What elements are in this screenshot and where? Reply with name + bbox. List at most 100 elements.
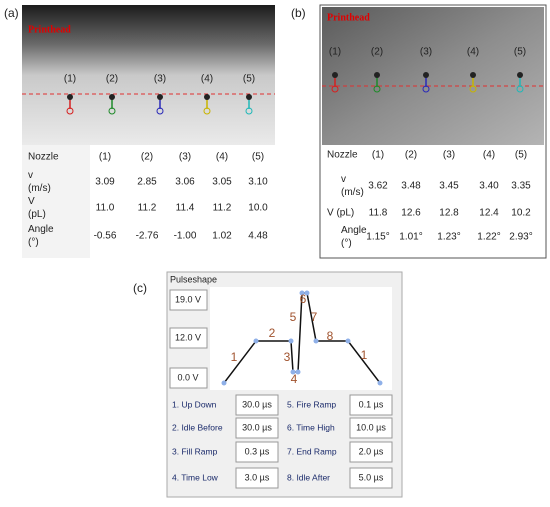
nozzle-label: (3): [420, 47, 432, 58]
parameter-name: 3. Fill Ramp: [172, 446, 218, 456]
table-cell: 11.2: [138, 203, 157, 214]
droplet-ring: [516, 85, 524, 93]
parameter-box: [235, 441, 279, 463]
nozzle-label: (5): [243, 74, 255, 85]
table-cell: 11.4: [176, 203, 195, 214]
voltage-box: [169, 327, 208, 349]
table-cell: -0.56: [94, 231, 117, 242]
droplet: [517, 72, 523, 78]
table-header: (4): [483, 150, 495, 161]
table-header: (5): [252, 152, 264, 163]
parameter-name: 5. Fire Ramp: [287, 399, 336, 409]
panel-label: (b): [291, 6, 306, 20]
waveform-node: [377, 380, 383, 386]
table-header: (2): [405, 150, 417, 161]
droplet: [332, 72, 338, 78]
photo-label: Printhead: [327, 12, 370, 23]
parameter-value: 10.0 µs: [356, 422, 386, 432]
table-cell: 3.45: [439, 181, 459, 192]
table-header: (4): [216, 152, 228, 163]
droplet-ring: [156, 107, 164, 115]
waveform-node: [313, 338, 319, 344]
segment-label: 2: [269, 326, 276, 340]
row-label: Angle: [28, 224, 54, 235]
voltage-box: [169, 367, 208, 389]
table-cell: 1.02: [212, 231, 232, 242]
table-cell: 12.8: [439, 208, 459, 219]
waveform-node: [304, 290, 310, 296]
table-header: Nozzle: [327, 150, 358, 161]
waveform: [223, 292, 381, 384]
droplet: [67, 94, 73, 100]
droplet-ring: [469, 85, 477, 93]
row-label: (pL): [28, 209, 46, 220]
row-label: Angle: [341, 225, 367, 236]
parameter-value: 30.0 µs: [242, 422, 272, 432]
droplet-ring: [66, 107, 74, 115]
table-cell: 1.22°: [477, 232, 500, 243]
nozzle-label: (2): [371, 47, 383, 58]
nozzle-label: (3): [154, 74, 166, 85]
table-cell: -2.76: [136, 231, 159, 242]
table-cell: 3.48: [401, 181, 421, 192]
droplet-ring: [331, 85, 339, 93]
table-cell: 11.0: [96, 203, 115, 214]
droplet-ring: [108, 107, 116, 115]
waveform-node: [299, 290, 305, 296]
panel-label: (c): [133, 281, 147, 295]
waveform-node: [288, 338, 294, 344]
table-header: (5): [515, 150, 527, 161]
parameter-box: [235, 467, 279, 489]
table-cell: 3.05: [212, 177, 232, 188]
droplet: [423, 72, 429, 78]
photo-b: [322, 7, 544, 145]
parameter-name: 1. Up Down: [172, 399, 217, 409]
row-label: (m/s): [341, 187, 364, 198]
voltage-box: [169, 289, 208, 311]
parameter-name: 8. Idle After: [287, 472, 330, 482]
segment-label: 5: [290, 310, 297, 324]
table-cell: 4.48: [248, 231, 268, 242]
parameter-value: 5.0 µs: [359, 472, 384, 482]
droplet: [374, 72, 380, 78]
parameter-box: [235, 394, 279, 416]
window-title: Pulseshape: [170, 274, 217, 284]
droplet-ring: [422, 85, 430, 93]
parameter-name: 7. End Ramp: [287, 446, 337, 456]
table-cell: 11.8: [369, 208, 388, 219]
table-cell: 11.2: [213, 203, 232, 214]
parameter-name: 4. Time Low: [172, 472, 219, 482]
droplet-ring: [245, 107, 253, 115]
voltage: 12.0 V: [175, 332, 201, 342]
segment-label: 1: [231, 350, 238, 364]
nozzle-label: (1): [329, 47, 341, 58]
segment-label: 1: [361, 348, 368, 362]
table-header: (3): [443, 150, 455, 161]
table-cell: 10.0: [248, 203, 268, 214]
table-cell: 3.09: [95, 177, 115, 188]
parameter-value: 3.0 µs: [245, 472, 270, 482]
droplet: [470, 72, 476, 78]
droplet-ring: [373, 85, 381, 93]
waveform-node: [290, 369, 296, 375]
nozzle-label: (1): [64, 74, 76, 85]
parameter-value: 0.3 µs: [245, 446, 270, 456]
parameter-value: 2.0 µs: [359, 446, 384, 456]
parameter-box: [349, 467, 393, 489]
nozzle-label: (2): [106, 74, 118, 85]
table-cell: 3.10: [248, 177, 268, 188]
table-cell: 10.2: [511, 208, 531, 219]
segment-label: 3: [284, 350, 291, 364]
voltage: 19.0 V: [175, 294, 201, 304]
table-cell: 2.85: [137, 177, 157, 188]
table-cell: 1.15°: [366, 232, 389, 243]
row-label: (m/s): [28, 183, 51, 194]
parameter-name: 2. Idle Before: [172, 422, 223, 432]
table-header: (3): [179, 152, 191, 163]
nozzle-label: (4): [467, 47, 479, 58]
row-label: (°): [28, 237, 39, 248]
table-header: (1): [99, 152, 111, 163]
droplet-ring: [203, 107, 211, 115]
